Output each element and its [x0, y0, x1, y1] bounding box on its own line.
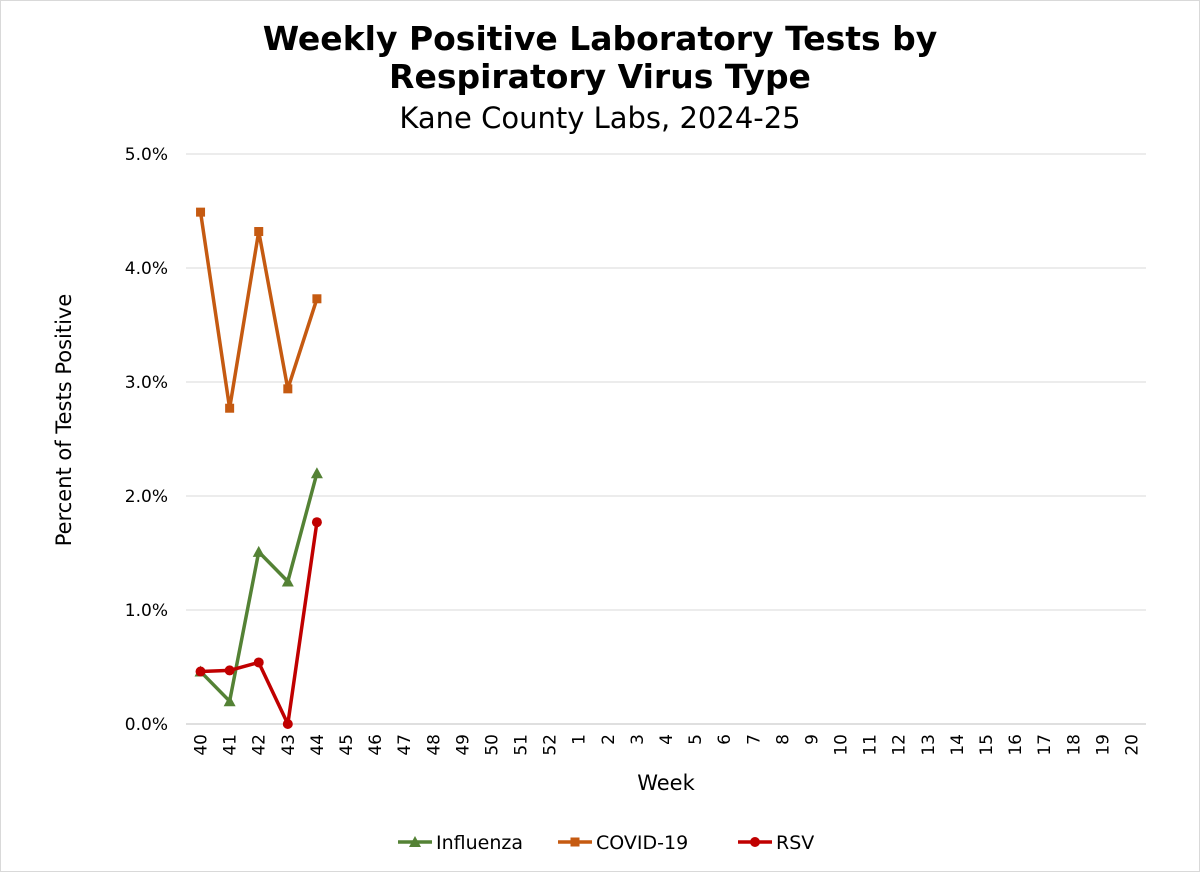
x-tick-label: 48	[424, 734, 444, 756]
x-tick-label: 10	[832, 734, 852, 756]
legend-label-influenza: Influenza	[436, 832, 523, 854]
x-tick-label: 14	[948, 734, 968, 756]
y-tick-label: 1.0%	[125, 601, 168, 621]
data-point-covid-19	[254, 227, 264, 237]
y-tick-label: 0.0%	[125, 715, 168, 735]
x-tick-label: 5	[686, 734, 706, 745]
x-tick-label: 47	[395, 734, 415, 756]
x-tick-label: 15	[977, 734, 997, 756]
chart-subtitle: Kane County Labs, 2024-25	[399, 101, 801, 135]
x-tick-label: 3	[628, 734, 648, 745]
x-tick-label: 45	[337, 734, 357, 756]
data-point-rsv	[224, 665, 235, 676]
x-tick-label: 19	[1093, 734, 1113, 756]
x-axis-label: Week	[637, 771, 695, 795]
x-tick-label: 9	[802, 734, 822, 745]
x-tick-label: 12	[890, 734, 910, 756]
data-point-influenza	[310, 467, 323, 479]
y-tick-label: 3.0%	[125, 373, 168, 393]
x-tick-label: 4	[657, 734, 677, 745]
x-tick-label: 50	[482, 734, 502, 756]
y-tick-label: 4.0%	[125, 259, 168, 279]
x-tick-label: 16	[1006, 734, 1026, 756]
series-line-covid-19	[198, 211, 319, 410]
legend-marker-rsv	[750, 837, 760, 847]
legend-marker-influenza	[409, 836, 421, 847]
legend-marker-covid-19	[570, 837, 580, 847]
x-tick-label: 51	[512, 734, 532, 756]
x-tick-label: 2	[599, 734, 619, 745]
x-tick-label: 49	[453, 734, 473, 756]
x-tick-label: 11	[861, 734, 881, 756]
x-tick-label: 8	[773, 734, 793, 745]
data-point-rsv	[311, 517, 322, 528]
x-tick-label: 17	[1035, 734, 1055, 756]
x-tick-label: 52	[541, 734, 561, 756]
data-point-covid-19	[225, 403, 235, 413]
x-tick-label: 42	[250, 734, 270, 756]
data-point-rsv	[195, 666, 206, 677]
x-tick-label: 1	[570, 734, 590, 745]
x-tick-label: 46	[366, 734, 386, 756]
data-point-influenza	[281, 575, 294, 587]
x-tick-label: 44	[308, 734, 328, 756]
legend-label-covid-19: COVID-19	[596, 832, 688, 854]
x-tick-label: 40	[192, 734, 212, 756]
x-tick-label: 20	[1122, 734, 1142, 756]
x-tick-label: 41	[221, 734, 241, 756]
data-point-covid-19	[312, 294, 322, 304]
legend-label-rsv: RSV	[776, 832, 814, 854]
y-axis-label: Percent of Tests Positive	[52, 294, 76, 547]
x-tick-label: 6	[715, 734, 735, 745]
chart-title: Weekly Positive Laboratory Tests by Resp…	[0, 20, 1200, 96]
title-line-2: Respiratory Virus Type	[389, 57, 811, 96]
x-tick-label: 7	[744, 734, 764, 745]
data-point-rsv	[282, 719, 293, 729]
title-line-1: Weekly Positive Laboratory Tests by	[262, 19, 938, 58]
x-tick-label: 18	[1064, 734, 1084, 756]
x-tick-label: 13	[919, 734, 939, 756]
data-point-covid-19	[196, 207, 206, 217]
y-tick-label: 2.0%	[125, 487, 168, 507]
data-point-rsv	[253, 657, 264, 668]
data-point-influenza	[252, 545, 265, 557]
x-tick-label: 43	[279, 734, 299, 756]
data-point-influenza	[223, 695, 236, 707]
data-point-covid-19	[283, 384, 293, 394]
y-tick-label: 5.0%	[125, 145, 168, 165]
